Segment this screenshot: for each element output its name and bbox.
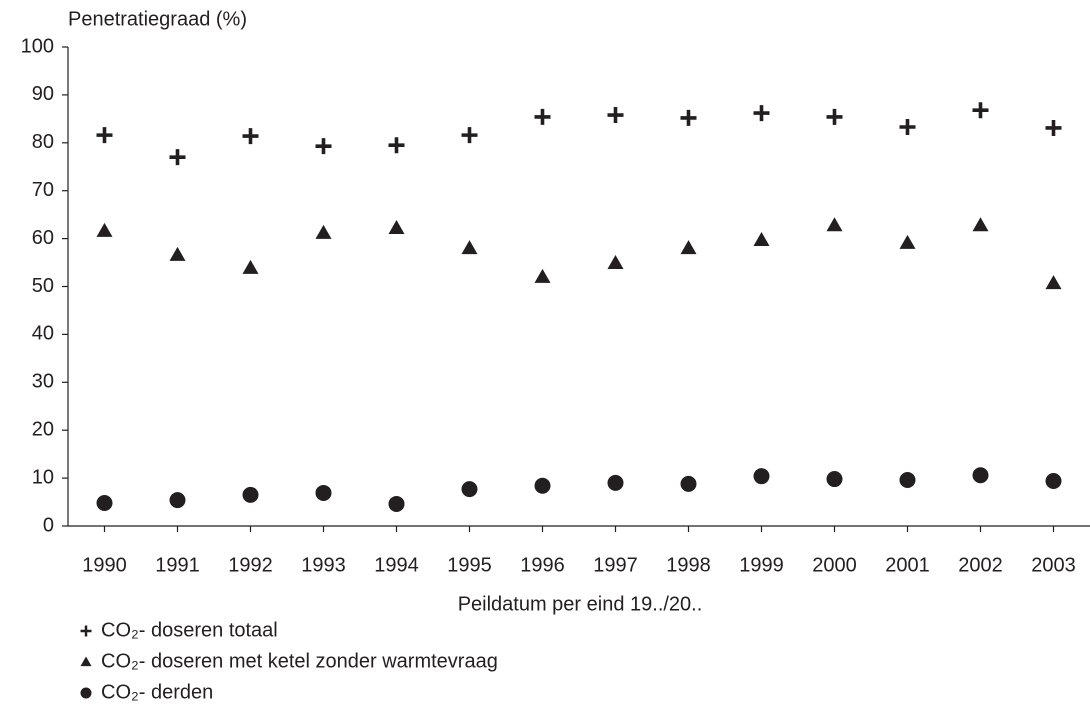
y-tick-label: 40 [32,323,54,345]
legend-label: CO₂- doseren totaal [101,619,278,641]
x-tick-label: 1993 [301,554,346,576]
circle-marker [169,492,186,509]
plus-marker [753,105,770,122]
x-tick-label: 1997 [593,554,638,576]
x-tick-label: 2001 [885,554,930,576]
legend-marker [80,656,92,667]
plus-marker [534,108,551,125]
plus-marker [899,118,916,135]
circle-marker [534,477,551,494]
legend-label: CO₂- derden [101,681,213,703]
triangle-marker [169,246,186,261]
y-tick-label: 30 [32,371,54,393]
plus-marker [388,137,405,154]
circle-marker [607,474,624,491]
triangle-marker [972,217,989,232]
triangle-marker [388,220,405,235]
plus-marker [242,128,259,145]
plus-marker [680,109,697,126]
triangle-marker [680,240,697,255]
circle-marker [388,495,405,512]
triangle-marker [534,268,551,283]
x-tick-label: 2003 [1031,554,1076,576]
circle-marker [242,486,259,503]
y-tick-label: 10 [32,466,54,488]
y-tick-label: 80 [32,131,54,153]
plus-marker [169,149,186,166]
x-tick-label: 1992 [228,554,273,576]
triangle-marker [96,222,113,237]
plus-marker [607,107,624,124]
triangle-marker [607,255,624,270]
circle-marker [461,481,478,498]
triangle-marker [315,224,332,239]
x-tick-label: 2000 [812,554,857,576]
y-tick-label: 20 [32,418,54,440]
x-tick-label: 1994 [374,554,419,576]
plus-marker [1045,119,1062,136]
triangle-marker [1045,275,1062,290]
triangle-marker [753,232,770,247]
plus-marker [826,108,843,125]
triangle-marker [461,240,478,255]
y-axis-label: Penetratiegraad (%) [68,8,247,30]
x-tick-label: 1990 [82,554,127,576]
plus-marker [461,127,478,144]
x-axis-label: Peildatum per eind 19../20.. [458,593,703,615]
plus-marker [315,138,332,155]
x-tick-label: 1995 [447,554,492,576]
circle-marker [96,495,113,512]
plus-marker [972,102,989,119]
circle-marker [680,475,697,492]
y-tick-label: 50 [32,275,54,297]
circle-marker [753,468,770,485]
plus-marker [96,127,113,144]
y-tick-label: 0 [43,514,54,536]
triangle-marker [826,217,843,232]
x-tick-label: 1999 [739,554,784,576]
x-tick-label: 1996 [520,554,565,576]
y-tick-label: 100 [21,35,54,57]
y-tick-label: 70 [32,179,54,201]
legend-marker [80,687,92,699]
circle-marker [1045,472,1062,489]
circle-marker [826,471,843,488]
y-tick-label: 60 [32,227,54,249]
circle-marker [315,484,332,501]
legend-marker [80,625,92,637]
y-tick-label: 90 [32,83,54,105]
triangle-marker [899,234,916,249]
circle-marker [972,467,989,484]
circle-marker [899,472,916,489]
x-tick-label: 1991 [155,554,200,576]
triangle-marker [242,259,259,274]
legend-label: CO₂- doseren met ketel zonder warmtevraa… [101,650,498,672]
x-tick-label: 2002 [958,554,1003,576]
x-tick-label: 1998 [666,554,711,576]
